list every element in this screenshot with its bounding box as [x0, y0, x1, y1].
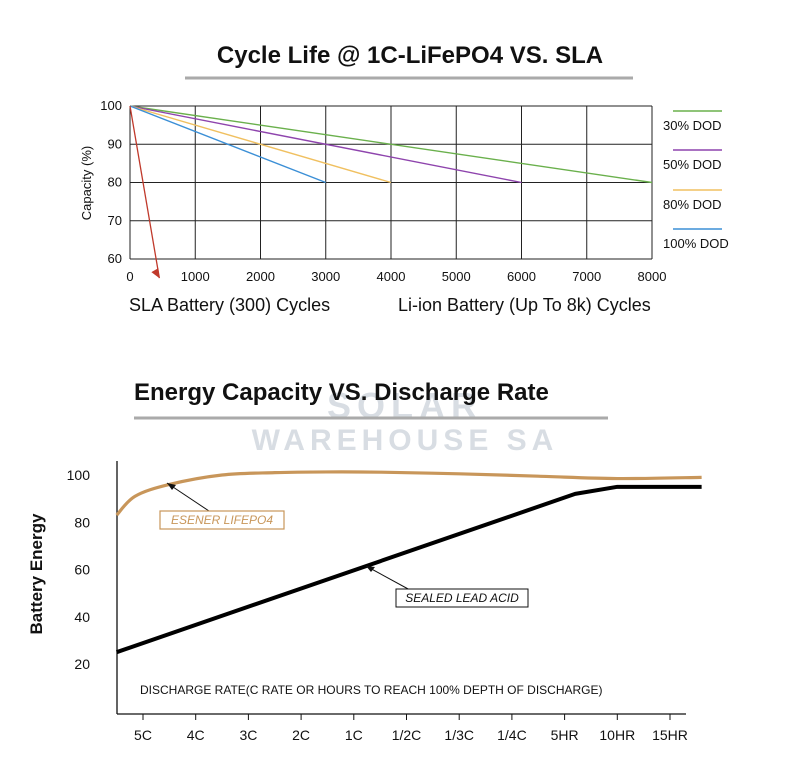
chart1-legend-label: 80% DOD — [663, 197, 722, 212]
chart2-x-tick-label: 4C — [187, 727, 205, 743]
lifepo4-label-box — [159, 510, 285, 530]
chart1-series-line-30-dod — [129, 105, 653, 184]
sla-energy-line — [115, 484, 702, 655]
chart2-y-tick-label: 40 — [74, 609, 90, 625]
chart1-y-ticks: 60 70 80 90 100 — [100, 98, 122, 266]
liion-cycles-caption: Li-ion Battery (Up To 8k) Cycles — [398, 295, 651, 315]
chart1-x-tick-label: 3000 — [311, 269, 340, 284]
chart1-series-line-50-dod — [129, 105, 522, 184]
chart1-x-tick-label: 2000 — [246, 269, 275, 284]
chart2-x-ticks: 5C 4C 3C 2C 1C 1/2C 1/3C 1/4C 5HR 10HR 15HR — [134, 714, 688, 743]
sla-label-box — [395, 588, 529, 608]
chart2-y-tick-label: 60 — [74, 562, 90, 578]
chart1-y-tick-label: 80 — [108, 175, 122, 190]
chart2-x-tick-label: 1/4C — [497, 727, 527, 743]
chart1-title: Cycle Life @ 1C-LiFePO4 VS. SLA — [217, 42, 603, 69]
chart1-x-tick-label: 5000 — [442, 269, 471, 284]
watermark-line2: WAREHOUSE SA — [252, 424, 559, 457]
sla-cycles-caption: SLA Battery (300) Cycles — [129, 295, 330, 315]
chart1-x-tick-label: 7000 — [572, 269, 601, 284]
chart1-x-tick-label: 8000 — [638, 269, 667, 284]
chart2-x-tick-label: 15HR — [652, 727, 688, 743]
chart1-y-tick-label: 90 — [108, 136, 122, 151]
chart1-y-axis-label: Capacity (%) — [79, 146, 94, 220]
chart2-x-tick-label: 10HR — [599, 727, 635, 743]
chart2-x-tick-label: 5HR — [551, 727, 579, 743]
chart1-legend-label: 50% DOD — [663, 157, 722, 172]
chart1-legend-label: 30% DOD — [663, 118, 722, 133]
chart1-series-line-sla — [129, 105, 161, 279]
sla-label: SEALED LEAD ACID — [405, 591, 519, 605]
chart1-sla-arrowhead — [151, 268, 160, 279]
chart1-x-ticks: 0 1000 2000 3000 4000 5000 6000 7000 8000 — [126, 269, 666, 284]
chart2-x-tick-label: 1C — [345, 727, 363, 743]
chart2-y-tick-label: 20 — [74, 656, 90, 672]
chart2-x-tick-label: 2C — [292, 727, 310, 743]
chart1-legend: 30% DOD 50% DOD 80% DOD 100% DOD — [663, 110, 729, 251]
chart1-series-line-80-dod — [129, 105, 392, 184]
chart1-grid — [129, 105, 653, 260]
chart2-series — [115, 470, 702, 655]
chart2-x-tick-label: 1/2C — [392, 727, 422, 743]
chart1-x-tick-label: 4000 — [377, 269, 406, 284]
lifepo4-callout-line — [166, 482, 213, 514]
chart2-y-ticks: 20 40 60 80 100 — [67, 467, 91, 672]
chart2-y-axis-label: Battery Energy — [27, 513, 46, 634]
chart2-x-tick-label: 1/3C — [444, 727, 474, 743]
chart1-x-tick-label: 6000 — [507, 269, 536, 284]
sla-callout-arrowhead — [366, 566, 375, 572]
cycle-life-chart: Cycle Life @ 1C-LiFePO4 VS. SLA 60 70 80 90… — [79, 42, 729, 315]
chart2-y-tick-label: 80 — [74, 514, 90, 530]
chart1-legend-label: 100% DOD — [663, 236, 729, 251]
energy-capacity-chart: Energy Capacity VS. Discharge Rate 20 40 6… — [27, 379, 702, 743]
chart1-y-tick-label: 70 — [108, 213, 122, 228]
chart1-x-tick-label: 1000 — [181, 269, 210, 284]
chart1-series — [129, 105, 653, 279]
chart2-x-tick-label: 3C — [239, 727, 257, 743]
lifepo4-callout-arrowhead — [167, 483, 176, 490]
chart2-x-axis-label: DISCHARGE RATE(C RATE OR HOURS TO REACH … — [140, 683, 603, 697]
lifepo4-energy-line — [115, 470, 702, 517]
watermark: SOLAR WAREHOUSE SA — [252, 385, 559, 457]
lifepo4-label: ESENER LIFEPO4 — [171, 513, 273, 527]
chart1-y-tick-label: 60 — [108, 251, 122, 266]
chart1-x-tick-label: 0 — [126, 269, 133, 284]
sla-callout-line — [365, 565, 411, 591]
chart1-series-line-100-dod — [129, 105, 327, 184]
chart2-x-tick-label: 5C — [134, 727, 152, 743]
chart2-title: Energy Capacity VS. Discharge Rate — [134, 379, 549, 406]
chart2-y-tick-label: 100 — [67, 467, 91, 483]
chart1-y-tick-label: 100 — [100, 98, 122, 113]
